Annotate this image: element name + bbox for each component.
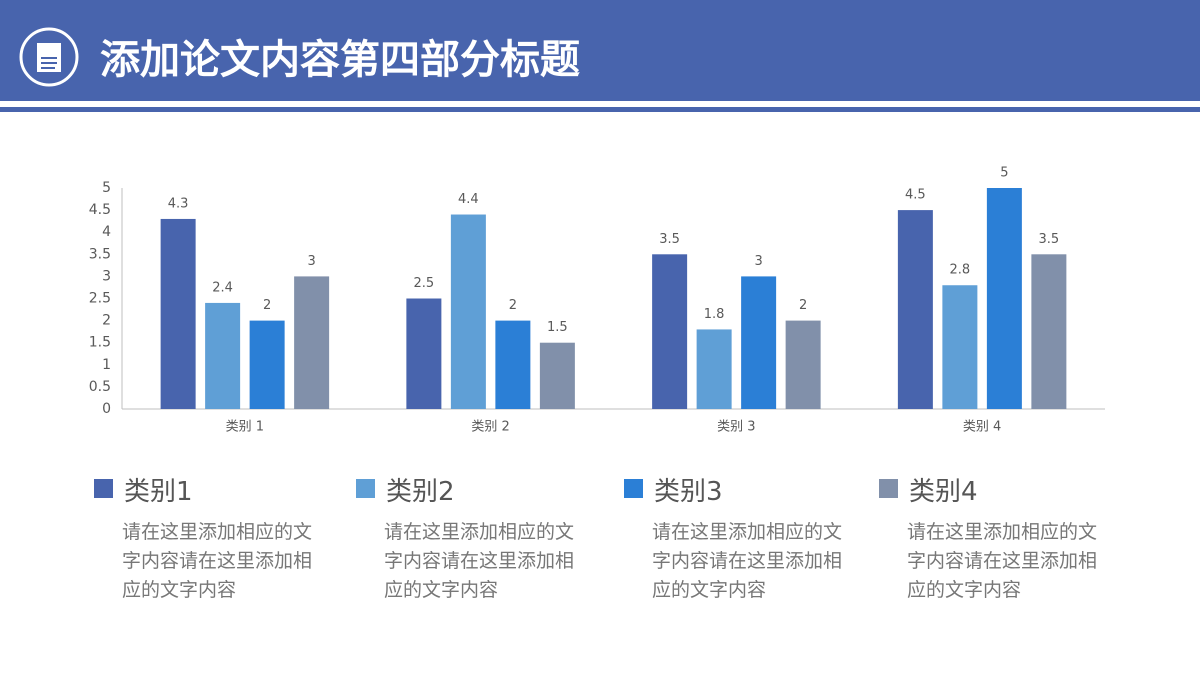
- icon: [19, 27, 79, 87]
- bar: [406, 298, 442, 409]
- bar: [986, 188, 1022, 409]
- value-label: 5: [1000, 166, 1008, 181]
- x-tick-label: 类别 3: [717, 420, 755, 435]
- legend-label: 类别2: [386, 477, 455, 507]
- header-band: [0, 0, 1200, 101]
- legend-label: 类别4: [909, 477, 978, 507]
- legend-label: 类别1: [124, 477, 193, 507]
- value-label: 1.8: [704, 307, 725, 322]
- y-tick-label: 1.5: [89, 335, 111, 351]
- value-label: 4.4: [458, 192, 479, 207]
- bar: [696, 329, 732, 409]
- value-label: 2: [799, 298, 807, 313]
- value-label: 3: [754, 254, 762, 269]
- y-tick-label: 3.5: [89, 246, 111, 262]
- legend-label: 类别3: [654, 477, 723, 507]
- bar: [450, 214, 486, 409]
- bar: [741, 276, 777, 409]
- y-tick-label: 4: [102, 224, 111, 240]
- y-tick-label: 4.5: [89, 202, 111, 218]
- y-tick-label: 1: [102, 357, 111, 373]
- legend-note: 请在这里添加相应的文字内容请在这里添加相应的文字内容: [384, 521, 575, 601]
- legend-swatch: [879, 479, 898, 498]
- value-label: 2: [263, 298, 271, 313]
- legend-note: 请在这里添加相应的文字内容请在这里添加相应的文字内容: [122, 521, 313, 601]
- value-label: 2.8: [950, 263, 971, 278]
- x-tick-label: 类别 4: [963, 420, 1001, 435]
- value-label: 1.5: [547, 320, 568, 335]
- legend-note: 请在这里添加相应的文字内容请在这里添加相应的文字内容: [907, 521, 1098, 601]
- bar: [495, 320, 531, 409]
- header-rule: [0, 107, 1200, 112]
- bar: [249, 320, 285, 409]
- value-label: 3.5: [659, 232, 680, 247]
- y-tick-label: 2: [102, 313, 111, 329]
- y-tick-label: 0: [102, 401, 111, 417]
- x-tick-label: 类别 1: [226, 420, 264, 435]
- page-title: 添加论文内容第四部分标题: [100, 37, 580, 83]
- bar: [1031, 254, 1067, 409]
- value-label: 4.3: [168, 196, 189, 211]
- y-tick-label: 0.5: [89, 379, 111, 395]
- value-label: 2.5: [414, 276, 435, 291]
- bar: [160, 218, 196, 409]
- bar: [785, 320, 821, 409]
- value-label: 3.5: [1039, 232, 1060, 247]
- legend-swatch: [356, 479, 375, 498]
- bar: [294, 276, 330, 409]
- bar: [539, 342, 575, 409]
- x-tick-label: 类别 2: [471, 420, 509, 435]
- value-label: 3: [307, 254, 315, 269]
- legend-note: 请在这里添加相应的文字内容请在这里添加相应的文字内容: [652, 521, 843, 601]
- y-tick-label: 3: [102, 268, 111, 284]
- value-label: 4.5: [905, 188, 926, 203]
- y-tick-label: 5: [102, 180, 111, 196]
- legend-swatch: [94, 479, 113, 498]
- bar: [205, 302, 241, 409]
- bar: [897, 210, 933, 409]
- bar: [942, 285, 978, 409]
- value-label: 2: [509, 298, 517, 313]
- y-tick-label: 2.5: [89, 291, 111, 307]
- legend-swatch: [624, 479, 643, 498]
- value-label: 2.4: [212, 280, 233, 295]
- bar: [652, 254, 688, 409]
